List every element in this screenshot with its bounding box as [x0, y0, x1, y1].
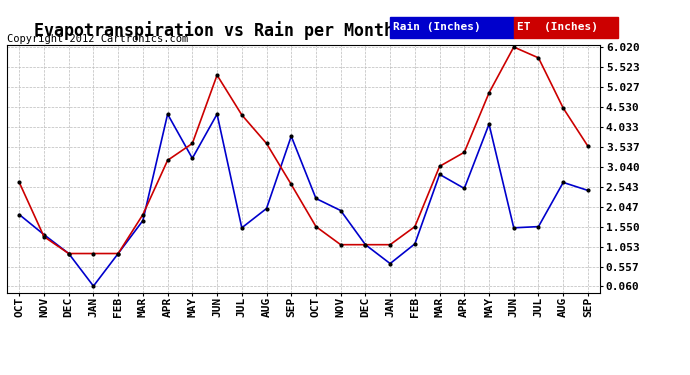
- Text: Rain (Inches): Rain (Inches): [393, 22, 481, 32]
- Text: Evapotranspiration vs Rain per Month (Inches) 20121030: Evapotranspiration vs Rain per Month (In…: [34, 21, 573, 40]
- Text: ET  (Inches): ET (Inches): [518, 22, 598, 32]
- Text: Copyright 2012 Cartronics.com: Copyright 2012 Cartronics.com: [7, 34, 188, 44]
